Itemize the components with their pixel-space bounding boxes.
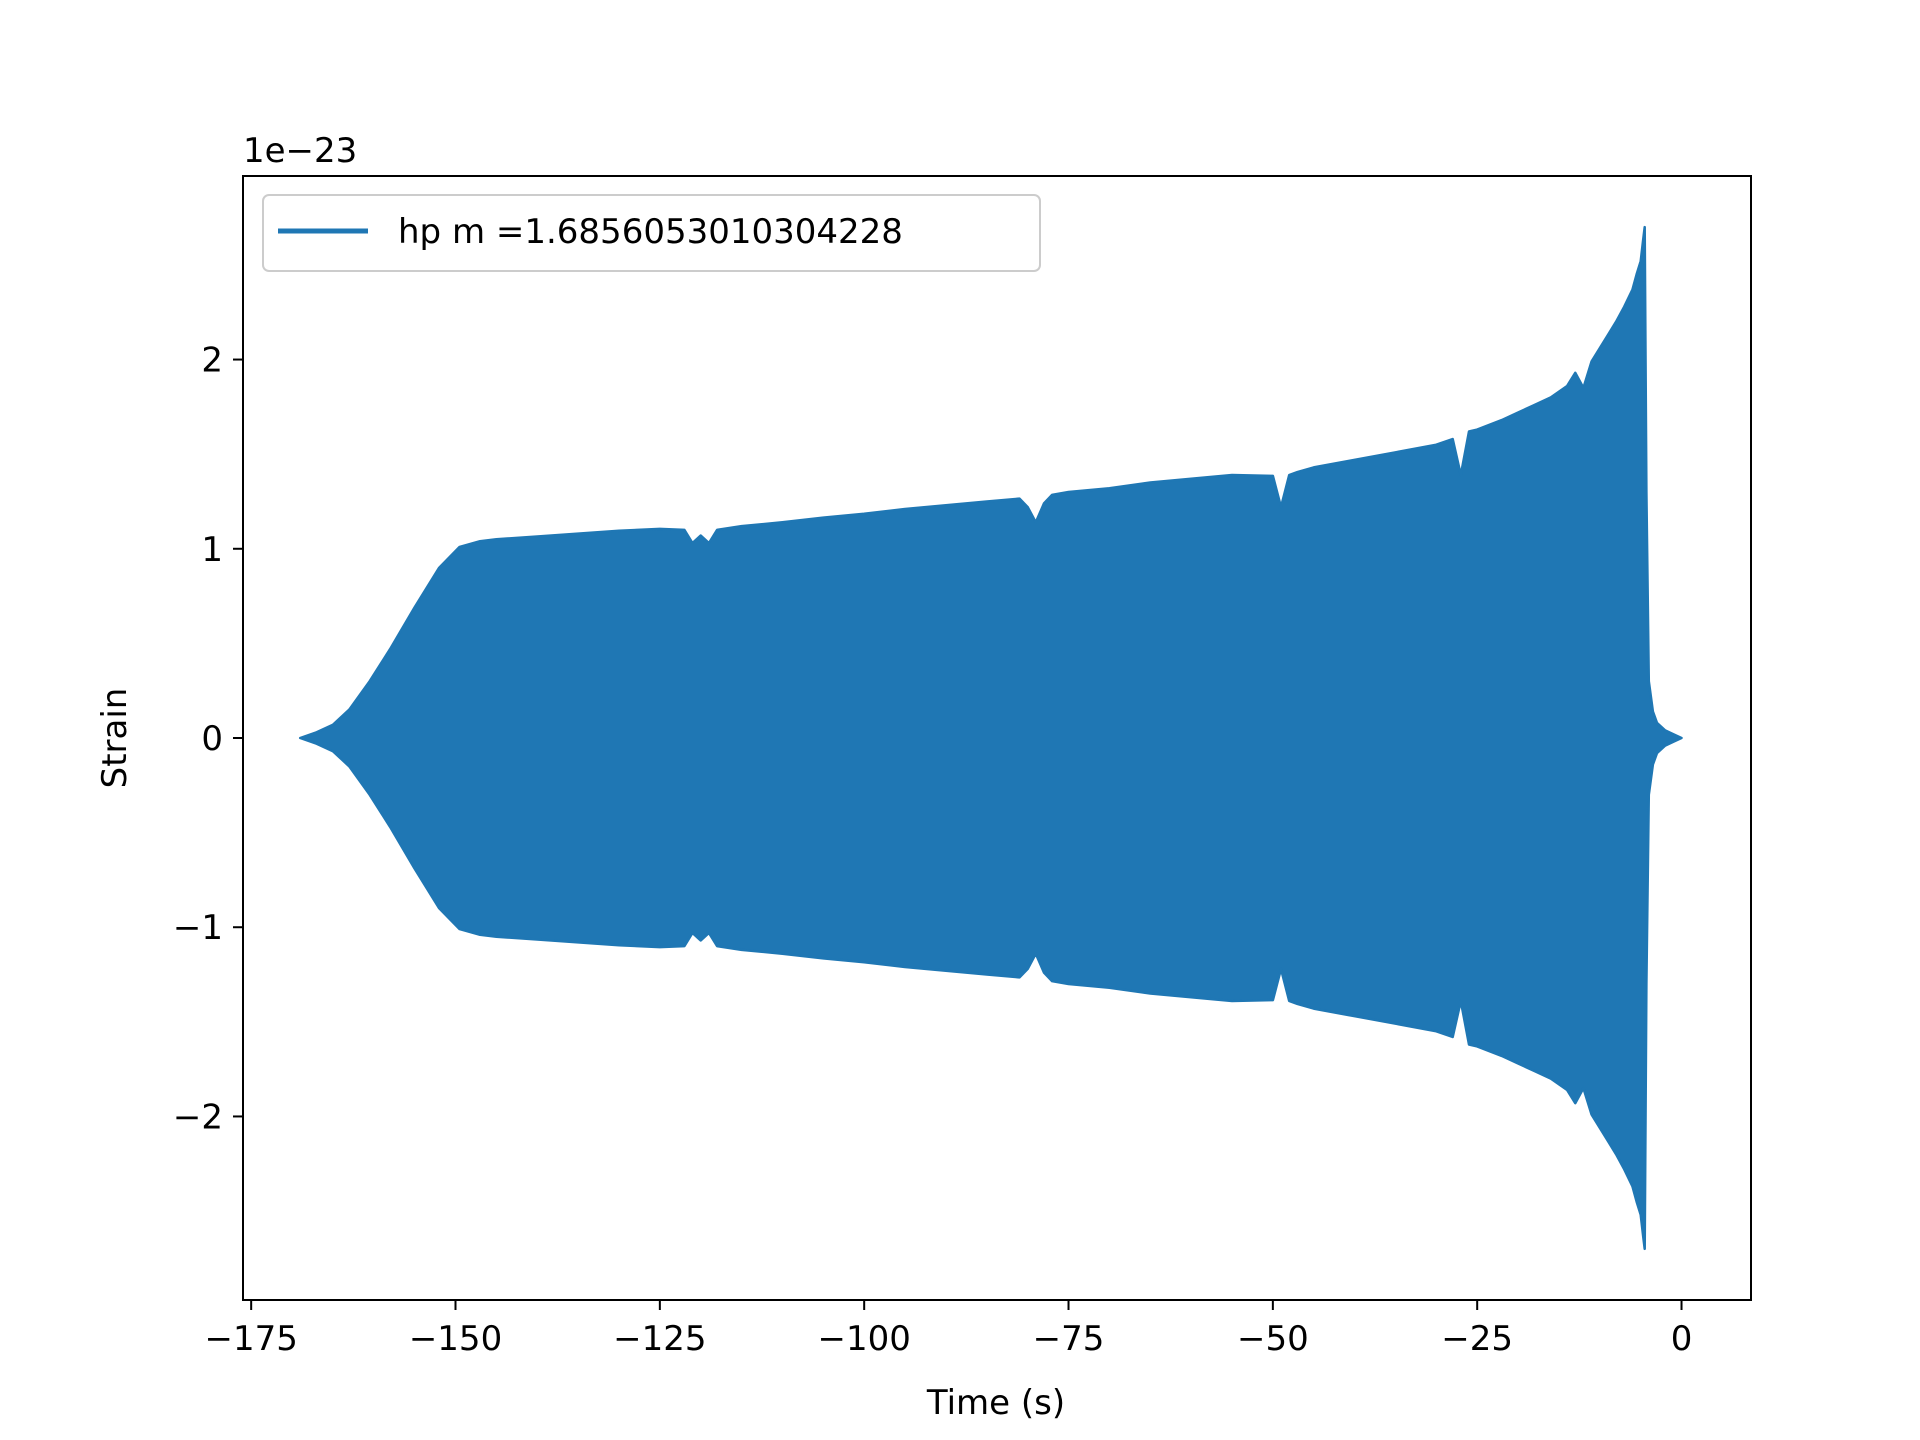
x-tick-label: −50 [1237,1319,1309,1359]
plot-area [298,225,1683,1251]
legend-box [262,194,1041,272]
x-tick-label: −125 [613,1319,706,1359]
x-tick-label: −25 [1441,1319,1513,1359]
x-axis: −175 −150 −125 −100 −75 −50 −25 0 [204,1300,1692,1359]
x-tick-label: −150 [409,1319,502,1359]
y-offset-label: 1e−23 [243,131,357,171]
x-axis-label: Time (s) [926,1383,1065,1423]
legend-label-hp: hp m =1.6856053010304228 [398,212,903,252]
x-tick-label: −75 [1033,1319,1105,1359]
x-tick-label: 0 [1671,1319,1693,1359]
waveform-series-hp [298,225,1683,1251]
y-tick-label: −1 [173,908,223,948]
legend: hp m =1.6856053010304228 [262,194,1041,272]
x-tick-label: −100 [817,1319,910,1359]
x-tick-label: −175 [204,1319,297,1359]
y-tick-label: 0 [201,719,223,759]
y-axis: −2 −1 0 1 2 [173,341,243,1137]
y-tick-label: −2 [173,1097,223,1137]
y-axis-label: Strain [95,688,135,789]
y-tick-label: 1 [201,530,223,570]
y-tick-label: 2 [201,341,223,381]
